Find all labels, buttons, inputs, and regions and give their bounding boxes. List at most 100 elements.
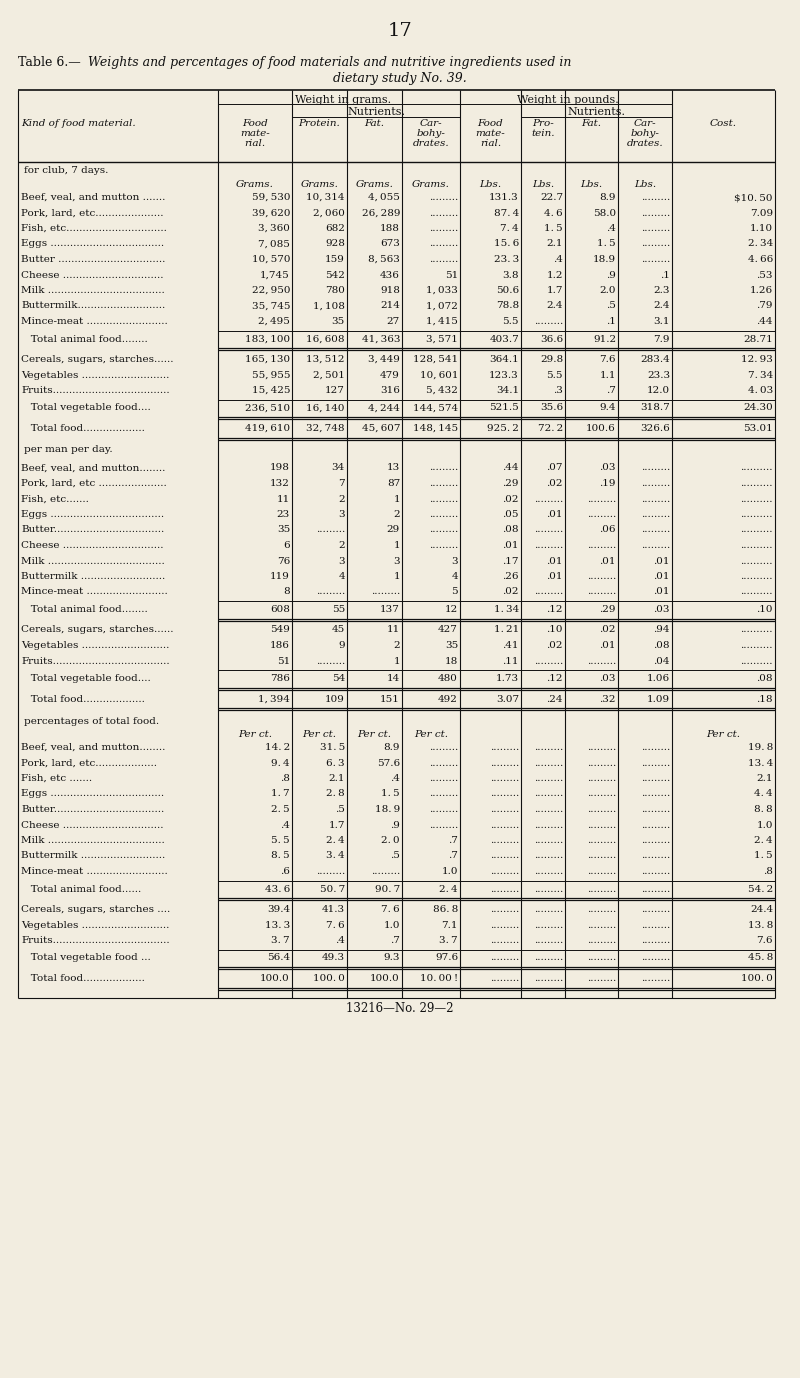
Text: 3: 3 [338,510,345,520]
Text: 100. 0: 100. 0 [741,974,773,983]
Text: 72. 2: 72. 2 [538,424,563,433]
Text: 35, 745: 35, 745 [251,302,290,310]
Text: Milk ....................................: Milk ...................................… [21,557,165,565]
Text: .........: ......... [490,885,519,893]
Text: ..........: .......... [741,587,773,597]
Text: mate-: mate- [476,130,506,138]
Text: Per ct.: Per ct. [358,730,391,739]
Text: .44: .44 [757,317,773,327]
Text: 2. 4: 2. 4 [326,836,345,845]
Text: 87. 4: 87. 4 [494,208,519,218]
Text: .08: .08 [757,674,773,683]
Text: ..........: .......... [741,525,773,535]
Text: .........: ......... [534,936,563,945]
Text: .........: ......... [429,208,458,218]
Text: .........: ......... [641,255,670,265]
Text: ..........: .......... [741,542,773,550]
Text: ..........: .......... [741,641,773,650]
Text: 132: 132 [270,480,290,488]
Text: 14. 2: 14. 2 [265,743,290,752]
Text: 17: 17 [388,22,412,40]
Text: Fruits....................................: Fruits..................................… [21,386,170,395]
Text: 31. 5: 31. 5 [320,743,345,752]
Text: .........: ......... [641,510,670,520]
Text: .........: ......... [534,820,563,830]
Text: Total vegetable food....: Total vegetable food.... [21,404,150,412]
Text: ..........: .......... [741,463,773,473]
Text: Vegetables ...........................: Vegetables ........................... [21,921,170,930]
Text: 7: 7 [338,480,345,488]
Text: 2: 2 [338,495,345,503]
Text: .03: .03 [599,463,616,473]
Text: 53.01: 53.01 [743,424,773,433]
Text: 28.71: 28.71 [743,335,773,343]
Text: .........: ......... [429,758,458,768]
Text: .........: ......... [586,836,616,845]
Text: Mince-meat .........................: Mince-meat ......................... [21,317,168,327]
Text: .........: ......... [429,225,458,233]
Text: 9.4: 9.4 [599,404,616,412]
Text: .........: ......... [490,774,519,783]
Text: .........: ......... [641,208,670,218]
Text: Lbs.: Lbs. [634,181,656,189]
Text: 1.10: 1.10 [750,225,773,233]
Text: Food: Food [242,119,268,128]
Text: Lbs.: Lbs. [532,181,554,189]
Text: .........: ......... [534,954,563,962]
Text: 29.8: 29.8 [540,356,563,364]
Text: 1: 1 [394,656,400,666]
Text: Lbs.: Lbs. [479,181,502,189]
Text: Pork, lard, etc.....................: Pork, lard, etc..................... [21,208,163,218]
Text: .1: .1 [660,270,670,280]
Text: .3: .3 [553,386,563,395]
Text: Total animal food........: Total animal food........ [21,605,148,615]
Text: .........: ......... [429,743,458,752]
Text: Vegetables ...........................: Vegetables ........................... [21,641,170,650]
Text: .........: ......... [586,542,616,550]
Text: .........: ......... [534,885,563,893]
Text: .02: .02 [546,641,563,650]
Text: 16, 608: 16, 608 [306,335,345,343]
Text: 12. 93: 12. 93 [741,356,773,364]
Text: 1.0: 1.0 [757,820,773,830]
Text: .4: .4 [606,225,616,233]
Text: Grams.: Grams. [236,181,274,189]
Text: 3, 571: 3, 571 [426,335,458,343]
Text: 7.09: 7.09 [750,208,773,218]
Text: for club, 7 days.: for club, 7 days. [24,165,108,175]
Text: 1. 5: 1. 5 [382,790,400,798]
Text: 364.1: 364.1 [490,356,519,364]
Text: .7: .7 [448,852,458,860]
Text: Total food...................: Total food................... [21,424,145,433]
Text: 7.6: 7.6 [757,936,773,945]
Text: .........: ......... [586,656,616,666]
Text: .........: ......... [534,587,563,597]
Text: 35: 35 [277,525,290,535]
Text: 39, 620: 39, 620 [251,208,290,218]
Text: .........: ......... [490,805,519,814]
Text: ..........: .......... [741,626,773,634]
Text: Weight in pounds.: Weight in pounds. [517,95,618,105]
Text: .02: .02 [502,495,519,503]
Text: Pork, lard, etc...................: Pork, lard, etc................... [21,758,157,768]
Text: 236, 510: 236, 510 [245,404,290,412]
Text: 32, 748: 32, 748 [306,424,345,433]
Text: .4: .4 [390,774,400,783]
Text: 55: 55 [332,605,345,615]
Text: .........: ......... [534,867,563,876]
Text: 13. 3: 13. 3 [265,921,290,930]
Text: 87: 87 [386,480,400,488]
Text: .06: .06 [599,525,616,535]
Text: 316: 316 [380,386,400,395]
Text: 13, 512: 13, 512 [306,356,345,364]
Text: .........: ......... [490,758,519,768]
Text: .........: ......... [586,510,616,520]
Text: .........: ......... [641,463,670,473]
Text: 492: 492 [438,695,458,704]
Text: .........: ......... [316,587,345,597]
Text: .........: ......... [586,954,616,962]
Text: 608: 608 [270,605,290,615]
Text: .02: .02 [599,626,616,634]
Text: 7, 085: 7, 085 [258,240,290,248]
Text: 128, 541: 128, 541 [413,356,458,364]
